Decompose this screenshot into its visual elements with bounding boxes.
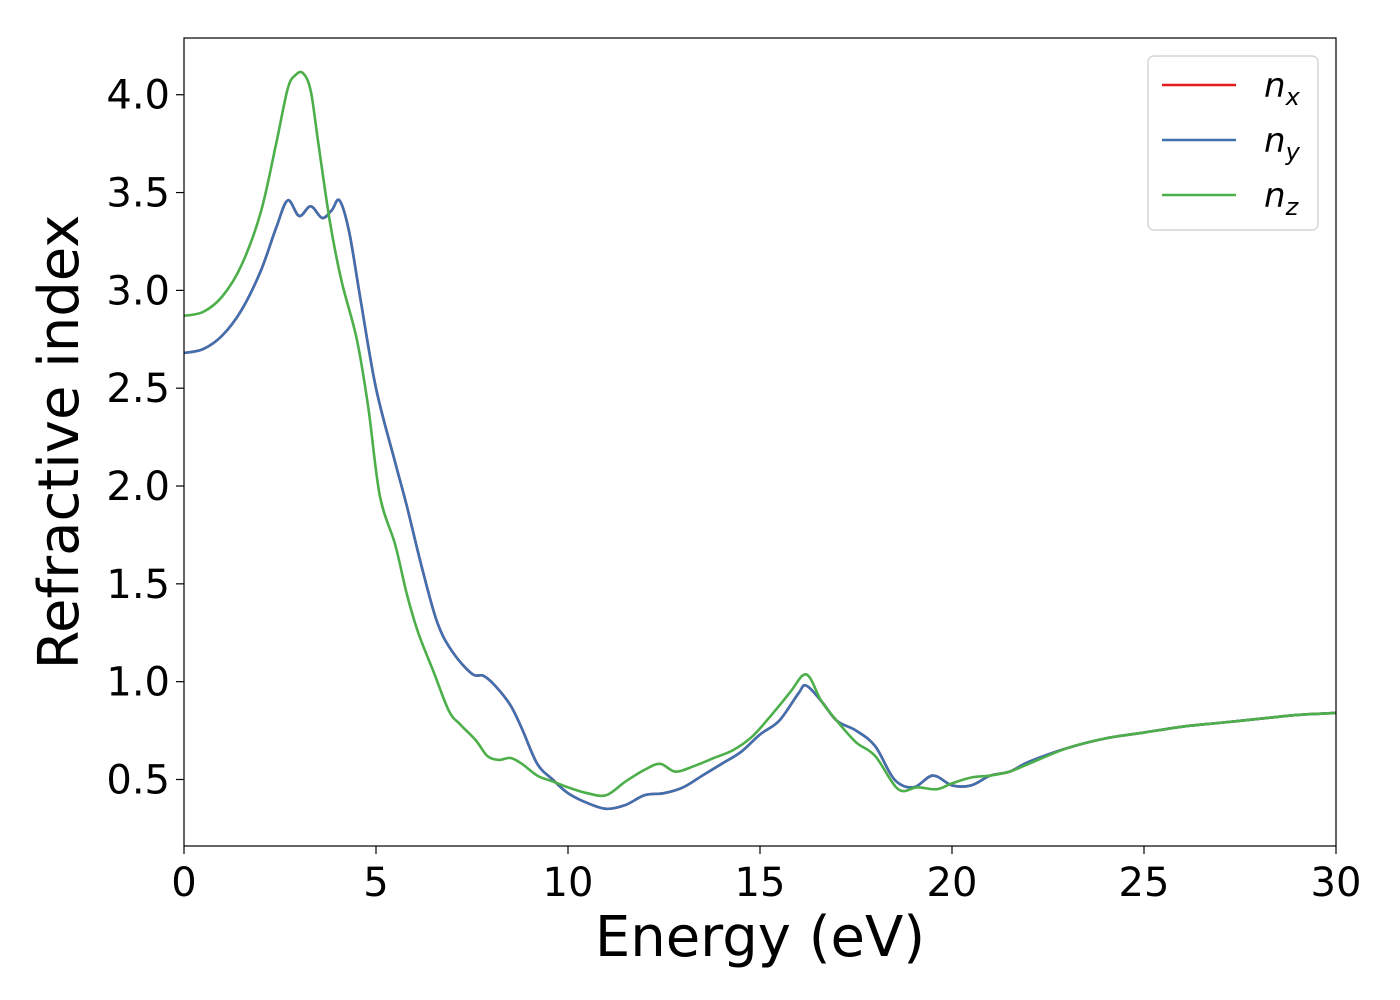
y-tick-label: 3.0 (106, 268, 170, 314)
x-tick-label: 0 (171, 860, 196, 906)
series-layer (184, 70, 1336, 811)
x-tick-label: 15 (735, 860, 786, 906)
legend-label: nz (1264, 176, 1300, 221)
y-axis: 0.5 1.0 1.5 2.0 2.5 3.0 3.5 4.0 (106, 73, 184, 803)
legend-item-ny: ny (1162, 121, 1301, 166)
y-tick-label: 0.5 (106, 757, 170, 803)
y-tick-label: 2.5 (106, 366, 170, 412)
x-axis: 0 5 10 15 20 25 30 (171, 846, 1361, 906)
legend: nx ny nz (1147, 55, 1319, 231)
y-tick-label: 3.5 (106, 171, 170, 217)
legend-label: ny (1264, 121, 1301, 166)
x-tick-label: 10 (543, 860, 594, 906)
y-tick-label: 4.0 (106, 73, 170, 119)
legend-item-nx: nx (1162, 66, 1301, 111)
y-tick-label: 1.0 (106, 660, 170, 706)
y-tick-label: 1.5 (106, 562, 170, 608)
legend-item-nz: nz (1162, 176, 1300, 221)
series-line-nz (184, 70, 1336, 798)
x-axis-title: Energy (eV) (595, 905, 925, 970)
legend-box (1147, 55, 1319, 231)
legend-label: nx (1264, 66, 1301, 111)
x-tick-label: 30 (1311, 860, 1362, 906)
x-tick-label: 25 (1119, 860, 1170, 906)
y-tick-label: 2.0 (106, 464, 170, 510)
x-tick-label: 20 (927, 860, 978, 906)
x-tick-label: 5 (363, 860, 388, 906)
y-axis-title: Refractive index (27, 215, 92, 670)
